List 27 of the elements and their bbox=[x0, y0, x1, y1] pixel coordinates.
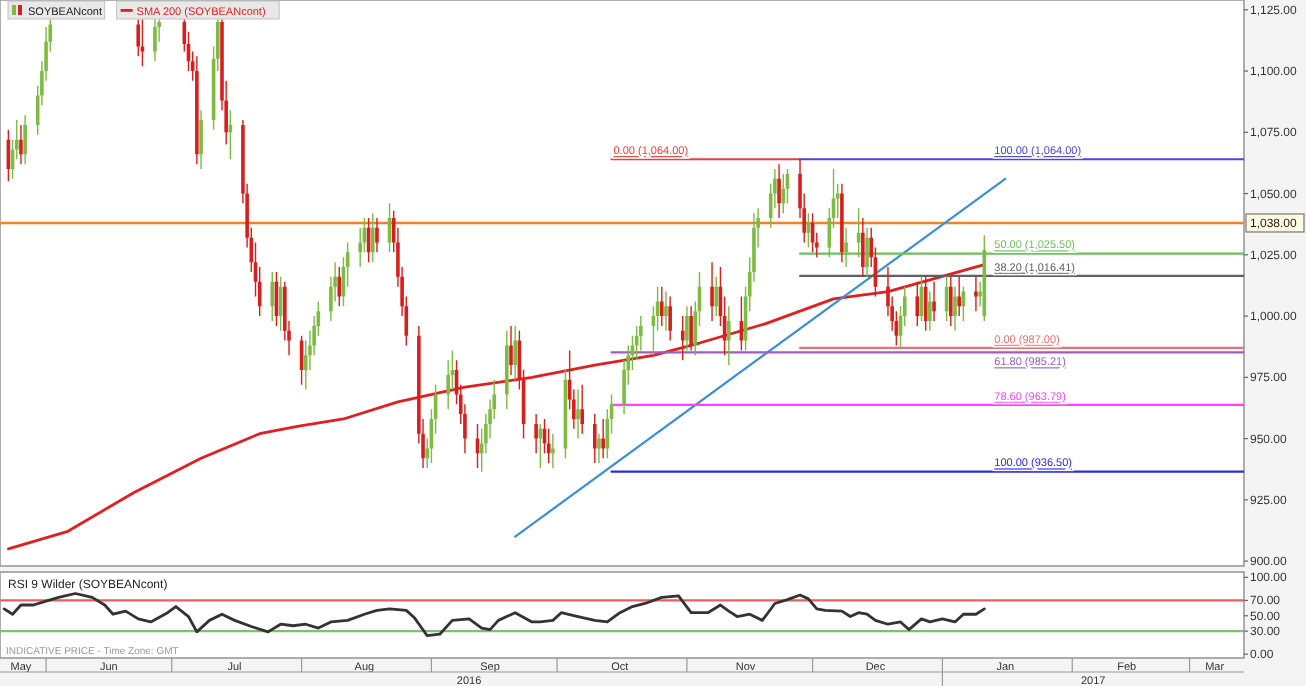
candlestick bbox=[710, 262, 714, 321]
candlestick bbox=[375, 218, 379, 253]
candlestick bbox=[664, 291, 668, 331]
candlestick bbox=[668, 296, 672, 341]
candlestick bbox=[597, 433, 601, 464]
candlestick bbox=[199, 110, 203, 170]
candlestick bbox=[685, 306, 689, 351]
candlestick bbox=[953, 286, 957, 331]
candlestick bbox=[932, 281, 936, 321]
candlestick bbox=[727, 306, 731, 366]
candlestick bbox=[957, 276, 961, 317]
candlestick bbox=[844, 227, 848, 268]
candlestick bbox=[601, 418, 605, 459]
candlestick bbox=[861, 218, 865, 277]
candlestick bbox=[949, 276, 953, 326]
candlestick bbox=[928, 291, 932, 331]
candlestick bbox=[509, 325, 513, 375]
candlestick bbox=[777, 164, 781, 219]
candlestick bbox=[974, 276, 978, 312]
candlestick bbox=[19, 124, 23, 165]
candlestick bbox=[576, 389, 580, 439]
candlestick bbox=[551, 433, 555, 468]
line-series bbox=[2, 592, 986, 638]
candlestick bbox=[23, 115, 27, 165]
candlestick bbox=[865, 227, 869, 277]
candlestick bbox=[513, 325, 517, 380]
candlestick bbox=[534, 414, 538, 454]
